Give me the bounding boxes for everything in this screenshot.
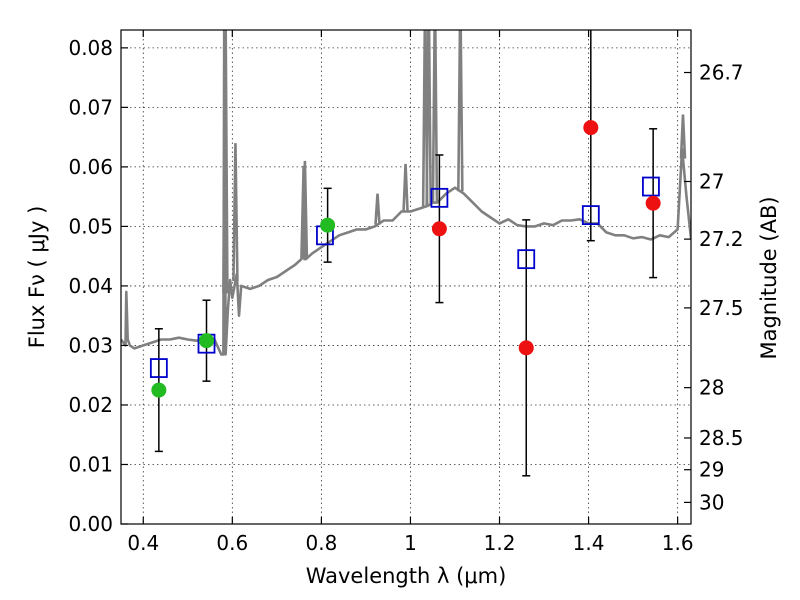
y-tick-label: 0.06: [68, 155, 113, 179]
model-photometry-box: [149, 358, 168, 378]
right-tick-label: 28: [699, 376, 724, 400]
emission-line: [402, 163, 409, 212]
y-tick-label: 0.05: [68, 214, 113, 238]
emission-line: [457, 30, 464, 192]
right-tick-label: 26.7: [699, 61, 744, 85]
right-axis-label: Magnitude (AB): [757, 196, 781, 359]
observed-photometry-points: [151, 120, 661, 398]
right-tick-label: 30: [699, 490, 724, 514]
right-axis-ticks: 26.7 27 27.2 27.5 28 28.5 29 30: [684, 61, 744, 514]
model-photometry-box: [642, 176, 660, 197]
observed-photometry-point: [320, 217, 336, 233]
x-axis-label: Wavelength λ (μm): [306, 564, 507, 588]
emission-line: [232, 143, 239, 282]
model-photometry-box: [581, 205, 600, 226]
emission-line: [222, 30, 229, 294]
y-tick-label: 0.01: [68, 452, 113, 476]
emission-line: [431, 30, 439, 203]
observed-photometry-point: [199, 333, 214, 349]
emission-line: [425, 30, 433, 206]
y-axis-label: Flux Fν ( μJy ): [25, 206, 49, 349]
model-photometry-box: [517, 249, 536, 270]
right-tick-label: 27.5: [699, 296, 744, 320]
grid-lines: [121, 30, 691, 525]
right-tick-label: 27: [699, 170, 724, 194]
y-tick-label: 0.04: [68, 274, 113, 298]
emission-line: [679, 114, 687, 159]
x-tick-label: 0.4: [127, 531, 159, 555]
plot-frame: [120, 29, 692, 525]
model-photometry-box: [430, 187, 449, 208]
right-tick-label: 28.5: [699, 426, 744, 450]
error-bars: [154, 30, 658, 477]
observed-photometry-point: [645, 195, 661, 211]
y-tick-label: 0.08: [68, 36, 113, 60]
right-tick-label: 27.2: [699, 227, 744, 251]
observed-photometry-point: [583, 120, 599, 136]
x-tick-label: 1.6: [662, 531, 694, 555]
observed-photometry-point: [518, 340, 534, 356]
x-tick-label: 1.4: [573, 531, 605, 555]
x-tick-label: 1: [404, 531, 417, 555]
x-axis-ticks: 0.4 0.6 0.8 1 1.2 1.4 1.6: [127, 30, 694, 555]
y-tick-label: 0.00: [68, 512, 113, 536]
y-axis-ticks: 0.00 0.01 0.02 0.03 0.04 0.05 0.06 0.07 0.08: [68, 36, 128, 536]
x-tick-label: 1.2: [484, 531, 516, 555]
observed-photometry-point: [431, 221, 447, 237]
y-tick-label: 0.07: [68, 95, 113, 119]
y-tick-label: 0.03: [68, 333, 113, 357]
observed-photometry-point: [151, 382, 167, 398]
y-tick-label: 0.02: [68, 393, 113, 417]
emission-line: [301, 160, 309, 260]
right-tick-label: 29: [699, 458, 724, 482]
x-tick-label: 0.8: [305, 531, 337, 555]
emission-line: [374, 193, 381, 225]
x-tick-label: 0.6: [216, 531, 248, 555]
